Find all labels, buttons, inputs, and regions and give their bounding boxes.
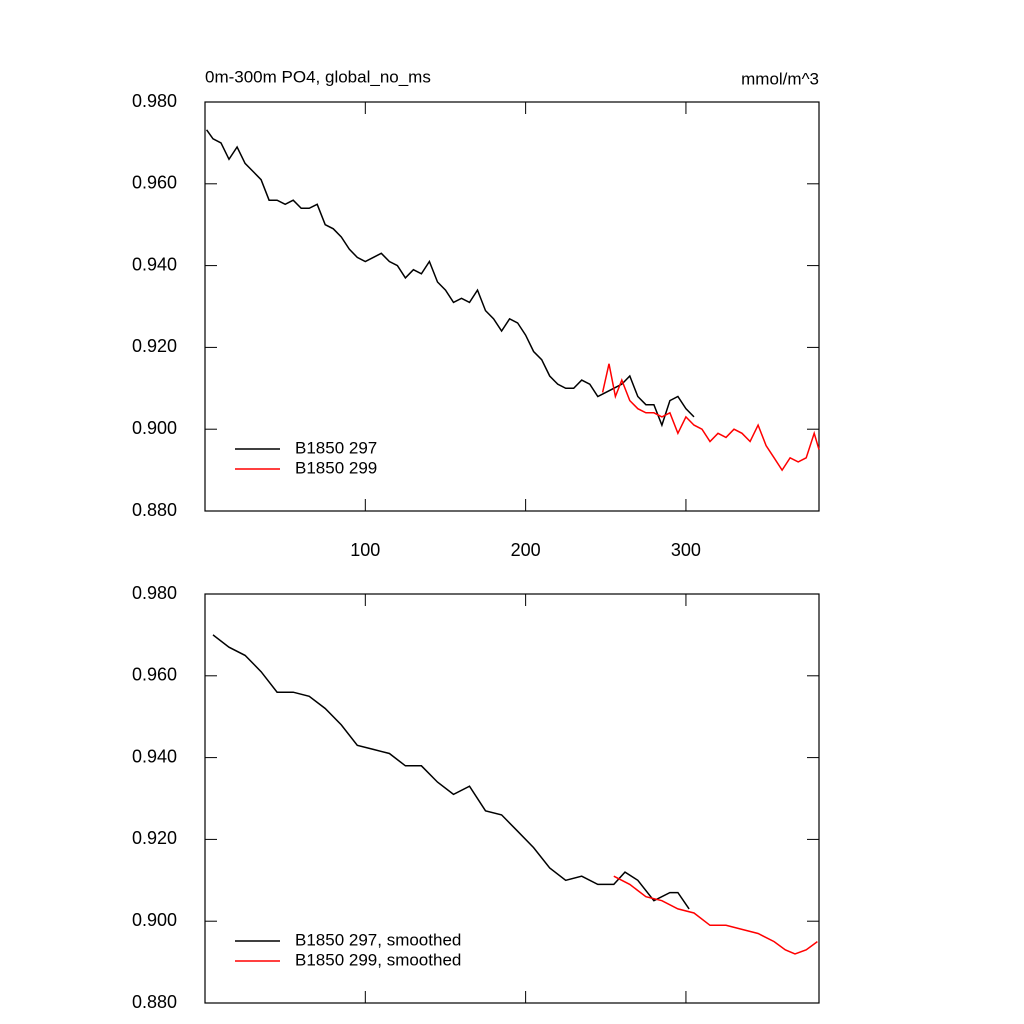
y-tick-label: 0.880 bbox=[132, 500, 177, 520]
plot-frame bbox=[204, 101, 820, 512]
y-tick-label: 0.940 bbox=[132, 746, 177, 766]
x-tick-label: 200 bbox=[511, 540, 541, 560]
data-line bbox=[601, 363, 820, 472]
chart-title: 0m-300m PO4, global_no_ms bbox=[205, 67, 431, 86]
data-line bbox=[613, 875, 818, 955]
legend-label: B1850 299 bbox=[295, 458, 377, 477]
y-tick-label: 0.920 bbox=[132, 336, 177, 356]
data-line bbox=[205, 129, 695, 428]
x-tick-label: 300 bbox=[671, 540, 701, 560]
x-tick-label: 100 bbox=[350, 540, 380, 560]
y-tick-label: 0.980 bbox=[132, 91, 177, 111]
y-tick-label: 0.880 bbox=[132, 992, 177, 1012]
y-tick-label: 0.960 bbox=[132, 173, 177, 193]
legend-label: B1850 297 bbox=[295, 438, 377, 457]
y-tick-label: 0.900 bbox=[132, 910, 177, 930]
y-tick-label: 0.900 bbox=[132, 418, 177, 438]
plot-frame bbox=[204, 593, 820, 1004]
y-tick-label: 0.980 bbox=[132, 583, 177, 603]
y-tick-label: 0.940 bbox=[132, 254, 177, 274]
y-tick-label: 0.960 bbox=[132, 665, 177, 685]
y-tick-label: 0.920 bbox=[132, 828, 177, 848]
legend-label: B1850 297, smoothed bbox=[295, 930, 461, 949]
units-label: mmol/m^3 bbox=[741, 69, 819, 88]
data-line bbox=[212, 634, 690, 910]
legend-label: B1850 299, smoothed bbox=[295, 950, 461, 969]
